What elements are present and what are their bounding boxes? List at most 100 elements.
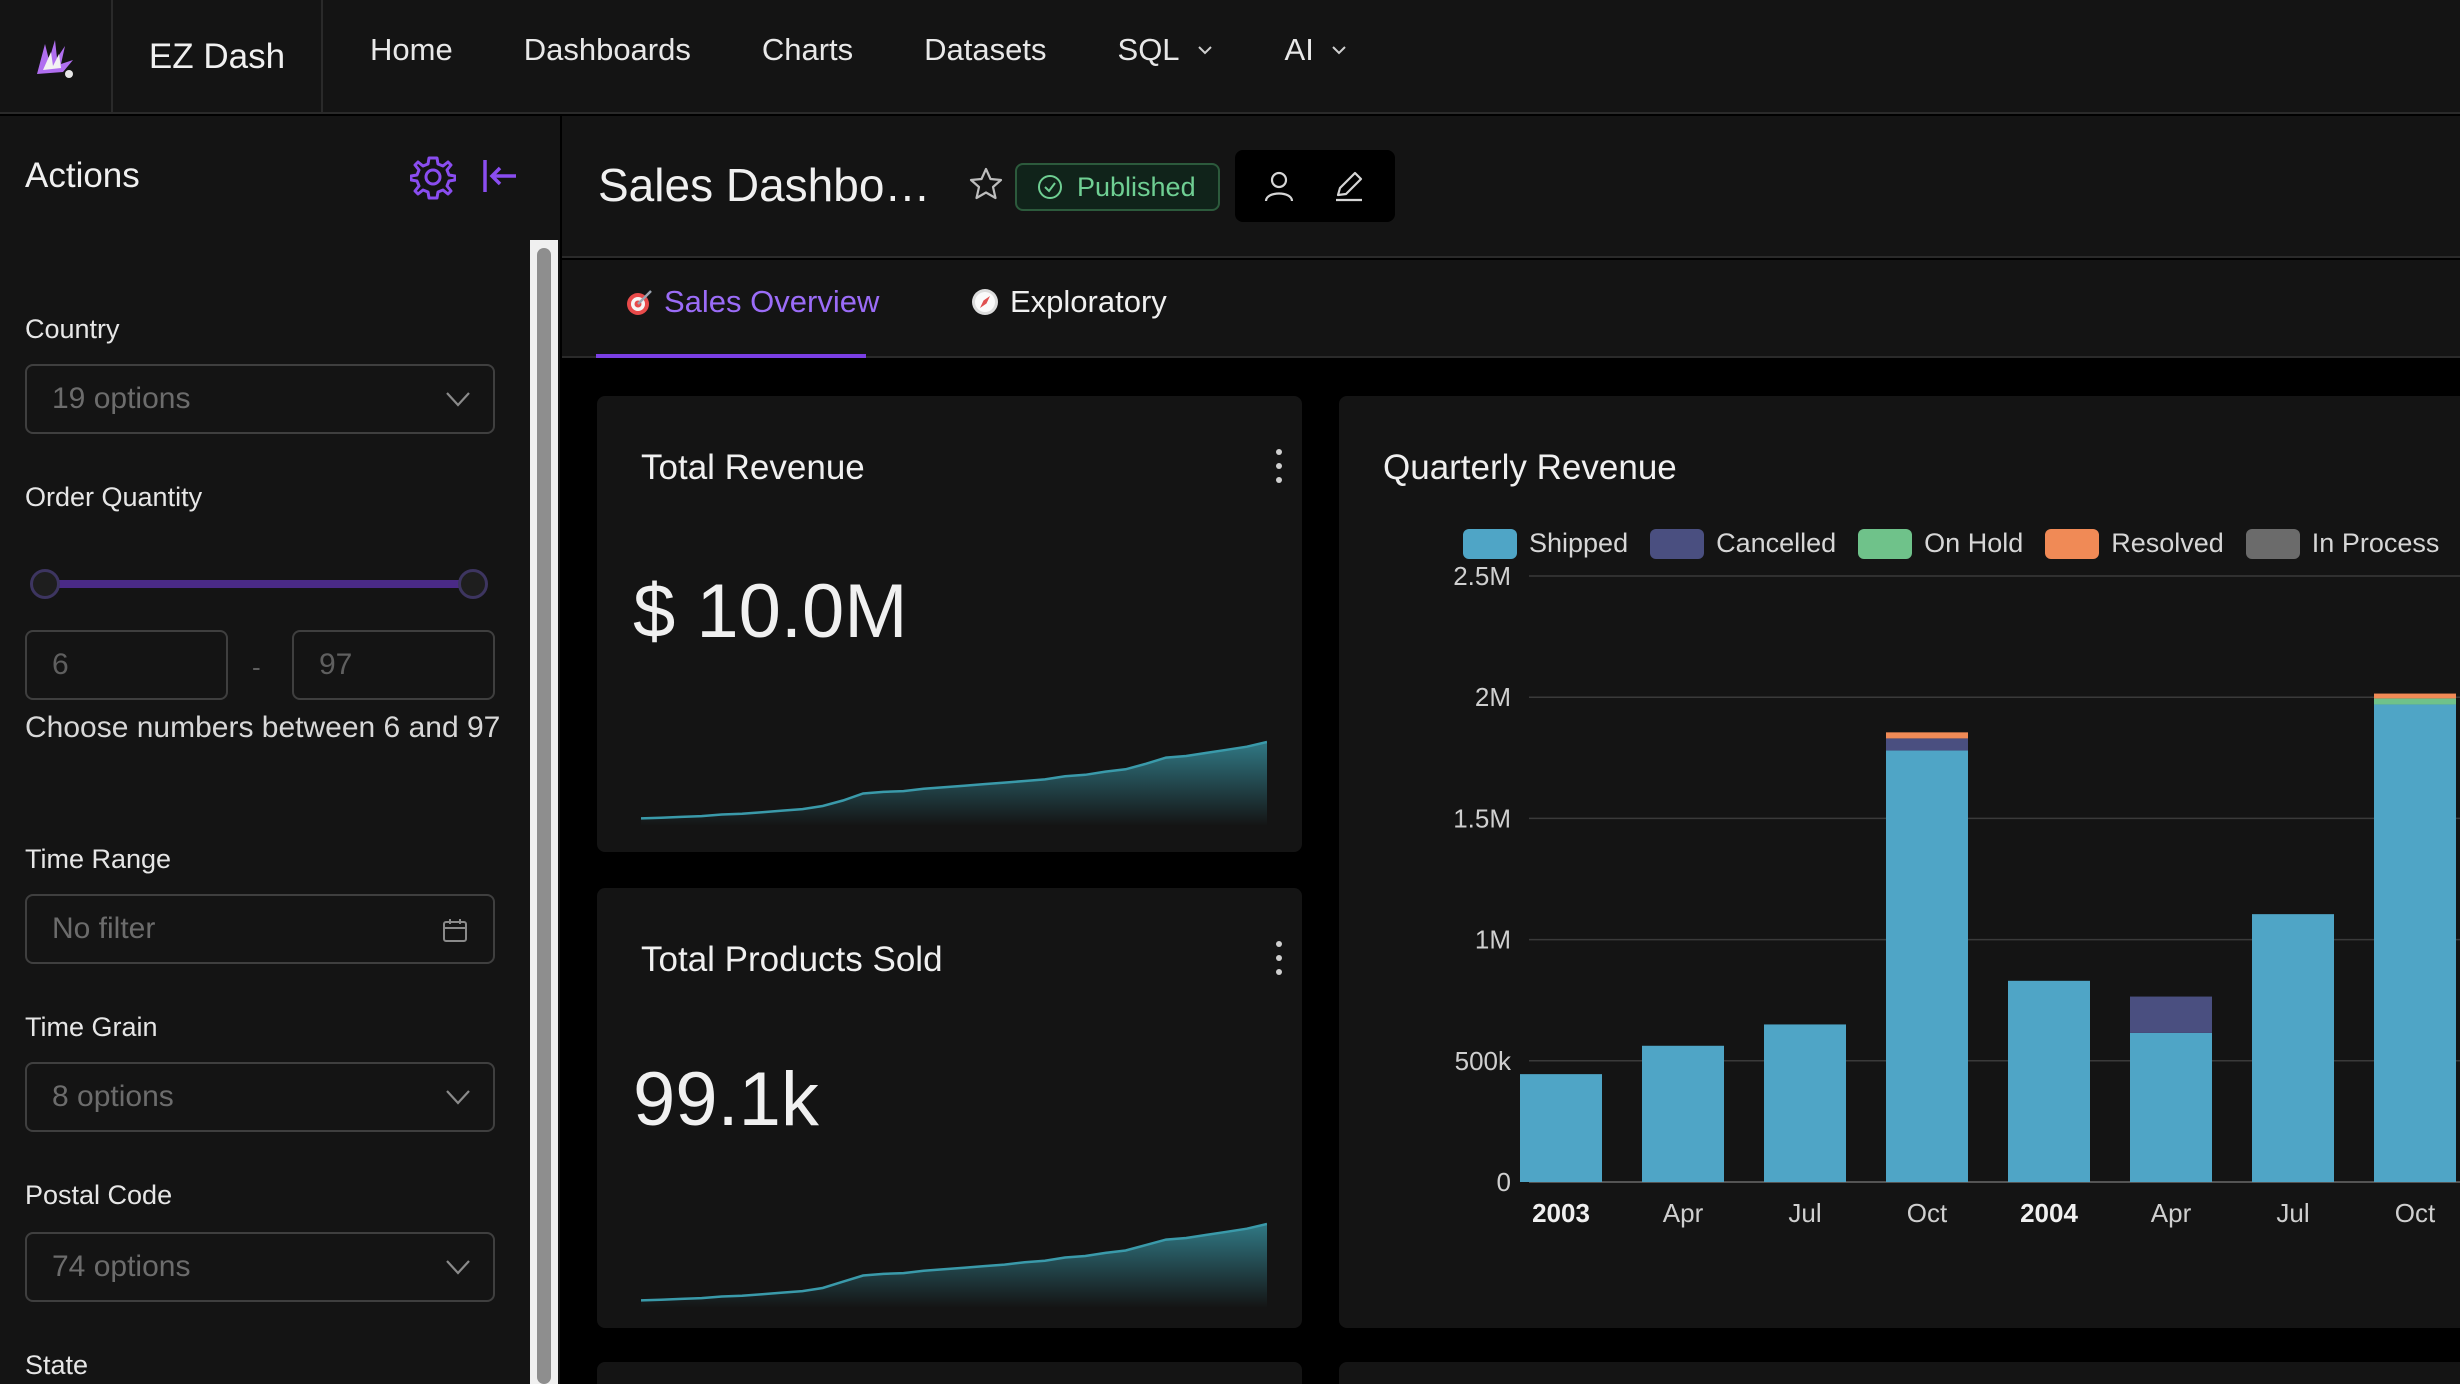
card-title: Total Products Sold [641,940,943,979]
bar-segment[interactable] [2374,704,2456,1182]
nav-dashboards-label: Dashboards [523,32,691,67]
range-separator: - [252,652,261,682]
postal-code-select[interactable]: 74 options [25,1232,495,1302]
y-tick-label: 2.5M [1453,561,1511,591]
time-range-placeholder: No filter [52,912,156,945]
user-icon[interactable] [1261,168,1297,204]
legend-item[interactable]: On Hold [1858,528,2023,559]
nav-dashboards[interactable]: Dashboards [524,32,691,68]
edit-icon[interactable] [1331,168,1367,204]
bar-segment[interactable] [1642,1045,1724,1182]
collapse-sidebar-icon[interactable] [480,156,520,196]
sparkline-area [641,1224,1267,1308]
bar-segment[interactable] [1886,732,1968,739]
bar-segment[interactable] [1886,750,1968,1182]
y-tick-label: 2M [1475,682,1511,712]
bar-segment[interactable] [2130,996,2212,1033]
postal-code-label: Postal Code [25,1180,173,1210]
gear-icon[interactable] [410,154,456,200]
legend-item[interactable]: Resolved [2045,528,2224,559]
x-tick-label: 2004 [2020,1198,2078,1228]
dashboard-header: Sales Dashbo… Published [562,116,2460,258]
bar-segment[interactable] [2008,980,2090,1182]
nav-charts-label: Charts [761,32,854,67]
nav-datasets-label: Datasets [924,32,1047,67]
calendar-icon [443,919,467,942]
x-tick-label: Jul [1788,1198,1821,1228]
bar-segment[interactable] [2374,698,2456,705]
time-grain-select[interactable]: 8 options [25,1062,495,1132]
tab-exploratory-label: Exploratory [1010,284,1167,319]
bar-segment[interactable] [1886,738,1968,751]
y-tick-label: 0 [1497,1167,1511,1197]
tab-sales-overview[interactable]: Sales Overview [624,284,879,320]
slider-min-handle[interactable] [30,569,60,599]
bar-segment[interactable] [2130,1032,2212,1182]
legend-label: On Hold [1924,528,2024,558]
order-quantity-hint: Choose numbers between 6 and 97 [25,711,501,744]
scrollbar-thumb[interactable] [537,248,551,1384]
header-button-group [1235,150,1395,222]
sparkline-area [641,742,1267,826]
nav-home[interactable]: Home [370,32,453,68]
country-select[interactable]: 19 options [25,364,495,434]
chevron-down-icon [1197,46,1212,55]
nav-datasets[interactable]: Datasets [924,32,1046,68]
bar-segment[interactable] [2374,693,2456,699]
chart-title: Quarterly Revenue [1383,448,1677,487]
bar-segment[interactable] [1764,1024,1846,1182]
filter-sidebar: Actions Country 19 options Order Quantit… [0,116,560,1384]
dashboard-title[interactable]: Sales Dashbo… [598,159,931,211]
main-menu: Home Dashboards Charts Datasets SQL AI [370,0,1419,100]
sparkline-line [641,1222,1267,1302]
brand-name[interactable]: EZ Dash [113,0,323,114]
sidebar-title: Actions [25,156,140,195]
nav-sql-label: SQL [1117,32,1180,67]
more-vertical-icon[interactable] [1274,446,1284,486]
total-revenue-card: Total Revenue $ 10.0M [597,396,1302,852]
revenue-sparkline [641,740,1267,826]
card-title: Total Revenue [641,448,865,487]
dashboard-main: Sales Dashbo… Published [562,116,2460,1384]
time-range-select[interactable]: No filter [25,894,495,964]
status-badge[interactable]: Published [1015,163,1220,211]
star-icon[interactable] [968,166,1004,202]
nav-sql[interactable]: SQL [1118,32,1214,68]
legend-label: Shipped [1529,528,1629,558]
tab-exploratory[interactable]: Exploratory [970,284,1167,320]
chart-legend: Shipped Cancelled On Hold Resolved In Proces… [1463,528,2460,559]
order-quantity-max-input[interactable]: 97 [292,630,495,700]
bar-segment[interactable] [1520,1074,1602,1182]
legend-label: Resolved [2111,528,2224,558]
order-quantity-min-input[interactable]: 6 [25,630,228,700]
legend-swatch [2245,528,2300,559]
x-tick-label: 2003 [1532,1198,1590,1228]
legend-item[interactable]: In Process [2245,528,2439,559]
time-grain-placeholder: 8 options [52,1080,174,1113]
country-label: Country [25,314,120,344]
chevron-down-icon [446,392,470,407]
card-partial [597,1362,1302,1384]
legend-item[interactable]: Shipped [1463,528,1628,559]
chevron-down-icon [1332,46,1346,55]
x-tick-label: Oct [1907,1198,1948,1228]
order-quantity-slider-track[interactable] [44,580,474,588]
app-logo[interactable] [0,0,113,114]
sidebar-scrollbar[interactable] [530,240,558,1384]
more-vertical-icon[interactable] [1274,938,1284,978]
quarterly-revenue-chart: 0 500k 1M 1.5M 2M 2.5M 2003 Apr Jul Oct 2004 Apr Jul… [1453,561,2460,1228]
slider-max-handle[interactable] [458,569,488,599]
state-label: State [25,1350,89,1380]
nav-charts[interactable]: Charts [762,32,853,68]
nav-ai[interactable]: AI [1285,32,1348,68]
status-text: Published [1077,171,1196,202]
legend-item[interactable]: Cancelled [1650,528,1836,559]
postal-code-placeholder: 74 options [52,1250,191,1283]
kpi-value: 99.1k [633,1057,819,1142]
y-tick-label: 1M [1475,925,1511,955]
time-range-label: Time Range [25,844,172,874]
products-sparkline [641,1222,1267,1308]
check-circle-icon [1038,175,1062,199]
bar-segment[interactable] [2252,914,2334,1182]
card-partial [1339,1362,2460,1384]
